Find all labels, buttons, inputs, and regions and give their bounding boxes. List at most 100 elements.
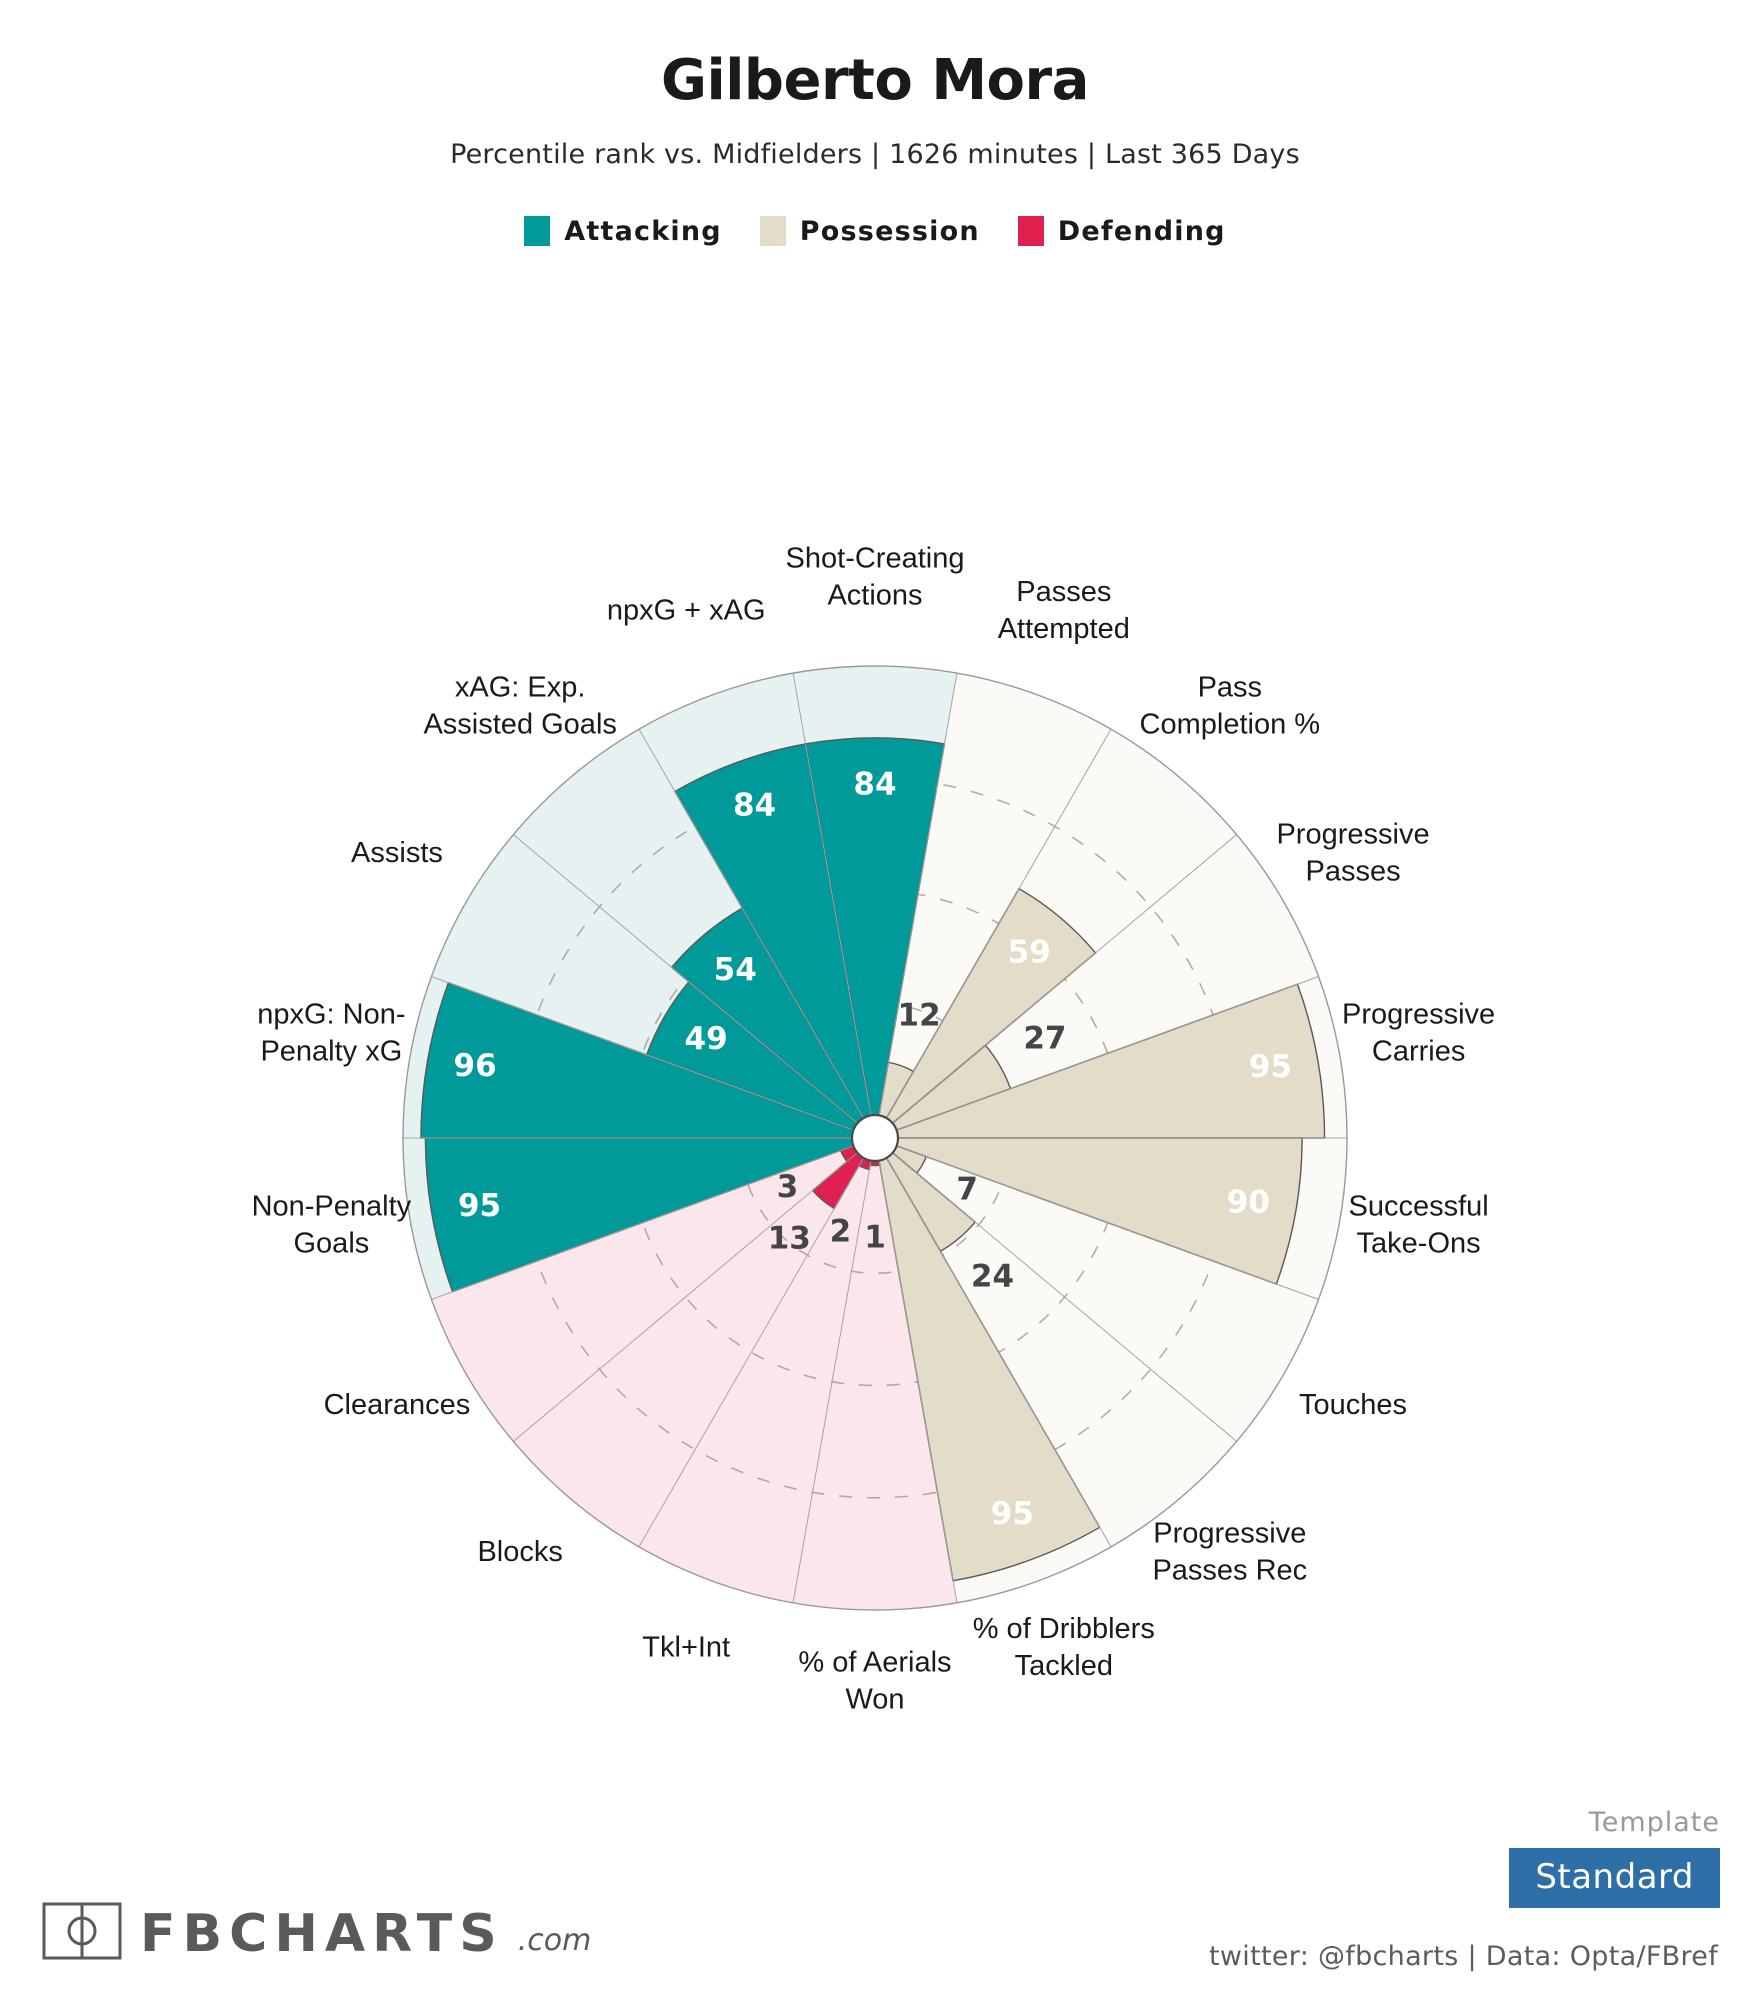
slice-value-label: 59 (1008, 935, 1051, 971)
svg-text:Progressive: Progressive (1342, 999, 1495, 1031)
axis-label-touches: Touches (1299, 1389, 1407, 1421)
slice-value-layer: 84 12 59 27 95 90 7 24 95 12 13 3 95 96 49 54 84 (454, 766, 1292, 1531)
legend-swatch-possession (759, 216, 786, 247)
slice-value-label: 1 (864, 1220, 886, 1256)
spoke-line (792, 1160, 872, 1603)
outer-ring (402, 665, 1348, 1611)
svg-text:Carries: Carries (1372, 1036, 1465, 1068)
pizza-chart[interactable]: 84 12 59 27 95 90 7 24 95 12 13 3 95 96 49 54 84 Shot-Cr… (0, 255, 1750, 1775)
axis-label-layer: Shot-Creating Actions Passes Attempted Pass C… (252, 543, 1496, 1716)
axis-label-shot-creating-actions: Shot-Creating Actions (786, 543, 965, 612)
brand-logo[interactable]: FBCHARTS .com (42, 1902, 591, 1960)
page-title: Gilberto Mora (661, 48, 1089, 113)
svg-text:Actions: Actions (827, 580, 922, 612)
legend-item-possession[interactable]: Possession (759, 215, 980, 247)
svg-text:npxG + xAG: npxG + xAG (607, 594, 766, 626)
credit-text: twitter: @fbcharts | Data: Opta/FBref (1209, 1941, 1718, 1972)
slice-value-label: 7 (956, 1172, 978, 1208)
slice-fill-layer (420, 737, 1326, 1582)
axis-label-blocks: Blocks (477, 1536, 562, 1568)
svg-text:Assisted Goals: Assisted Goals (423, 709, 616, 741)
svg-text:Tackled: Tackled (1015, 1650, 1113, 1682)
spoke-layer (403, 673, 1347, 1603)
svg-text:Passes Rec: Passes Rec (1152, 1554, 1307, 1586)
svg-text:Take-Ons: Take-Ons (1357, 1227, 1481, 1259)
spoke-line (886, 729, 1112, 1119)
spoke-line (513, 834, 858, 1124)
slice-value-label: 24 (971, 1259, 1014, 1295)
svg-text:Blocks: Blocks (477, 1536, 562, 1568)
svg-text:Pass: Pass (1198, 672, 1262, 704)
svg-text:Progressive: Progressive (1276, 819, 1429, 851)
axis-label-assists: Assists (351, 837, 443, 869)
slice-value-label: 2 (830, 1213, 852, 1249)
axis-label-non-penalty-goals: Non-Penalty Goals (252, 1190, 412, 1259)
legend-item-defending[interactable]: Defending (1017, 215, 1226, 247)
brand-wordmark: FBCHARTS (140, 1904, 504, 1964)
svg-text:Goals: Goals (294, 1227, 370, 1259)
axis-label-npxg-xag: npxG + xAG (607, 594, 766, 626)
spoke-line (431, 976, 854, 1131)
pizza-chart-container: 84 12 59 27 95 90 7 24 95 1 2 13 3 95 96 49 54 84 Shot-Cr… (0, 255, 1750, 1775)
axis-label-clearances: Clearances (324, 1389, 471, 1421)
spoke-line (878, 1160, 958, 1603)
svg-text:% of Aerials: % of Aerials (798, 1647, 951, 1679)
axis-label-xag-exp-assisted-goals: xAG: Exp. Assisted Goals (423, 672, 616, 741)
spoke-line (892, 834, 1237, 1124)
svg-text:Won: Won (845, 1684, 904, 1716)
spoke-line (638, 729, 864, 1119)
template-caption-label: Template (1588, 1807, 1720, 1838)
chart-subtitle: Percentile rank vs. Midfielders | 1626 m… (450, 138, 1300, 170)
slice-value-label: 54 (714, 952, 757, 988)
axis-label-progressive-passes-rec: Progressive Passes Rec (1152, 1517, 1307, 1586)
svg-text:% of Dribblers: % of Dribblers (973, 1613, 1155, 1645)
spoke-line (892, 1152, 1237, 1442)
svg-text:Touches: Touches (1299, 1389, 1407, 1421)
legend-item-attacking[interactable]: Attacking (524, 216, 722, 247)
svg-text:Completion %: Completion % (1140, 709, 1321, 741)
spoke-line (638, 1157, 864, 1547)
slice-value-label: 12 (898, 997, 941, 1033)
slice-value-label: 95 (991, 1496, 1034, 1532)
axis-label-progressive-passes: Progressive Passes (1276, 819, 1429, 888)
svg-text:npxG: Non-: npxG: Non- (257, 999, 405, 1031)
svg-text:Clearances: Clearances (324, 1389, 471, 1421)
axis-label-progressive-carries: Progressive Carries (1342, 999, 1495, 1068)
svg-text:Shot-Creating: Shot-Creating (786, 543, 965, 575)
svg-text:xAG: Exp.: xAG: Exp. (455, 672, 586, 704)
axis-label-tkl-int: Tkl+Int (642, 1632, 730, 1664)
template-badge[interactable]: Standard (1509, 1848, 1720, 1908)
legend-swatch-defending (1017, 216, 1044, 247)
slice-value-label: 3 (777, 1169, 799, 1205)
template-selector[interactable]: Template Standard (1509, 1807, 1720, 1908)
svg-text:Penalty xG: Penalty xG (260, 1036, 402, 1068)
football-pitch-icon (42, 1902, 122, 1960)
legend-label-attacking: Attacking (564, 215, 722, 247)
svg-text:Non-Penalty: Non-Penalty (252, 1190, 412, 1222)
svg-text:Tkl+Int: Tkl+Int (642, 1632, 730, 1664)
center-hub (850, 1113, 900, 1163)
legend-label-possession: Possession (799, 215, 980, 247)
svg-text:Attempted: Attempted (998, 613, 1130, 645)
slice-value-label: 90 (1227, 1184, 1270, 1220)
axis-label-passes-attempted: Passes Attempted (998, 576, 1130, 645)
slice-value-label: 84 (853, 766, 896, 802)
axis-label-pass-completion: Pass Completion % (1140, 672, 1321, 741)
spoke-line (886, 1157, 1112, 1547)
axis-label-of-aerials-won: % of Aerials Won (798, 1647, 951, 1716)
chart-legend: Attacking Possession Defending (0, 216, 1750, 247)
axis-label-npxg-non-penalty-xg: npxG: Non- Penalty xG (257, 999, 405, 1068)
slice-value-label: 84 (733, 788, 776, 824)
spoke-line (896, 1145, 1319, 1300)
spoke-line (878, 673, 958, 1116)
svg-text:Passes: Passes (1016, 576, 1111, 608)
chart-footer: FBCHARTS .com Template Standard twitter:… (0, 1790, 1750, 2000)
spoke-line (896, 976, 1319, 1131)
legend-swatch-attacking (524, 216, 551, 247)
chart-header: Gilberto Mora Percentile rank vs. Midfie… (0, 0, 1750, 247)
spoke-line (792, 673, 872, 1116)
legend-label-defending: Defending (1057, 215, 1226, 247)
slice-value-label: 95 (458, 1188, 501, 1224)
svg-text:Passes: Passes (1305, 856, 1400, 888)
spoke-line (431, 1145, 854, 1300)
